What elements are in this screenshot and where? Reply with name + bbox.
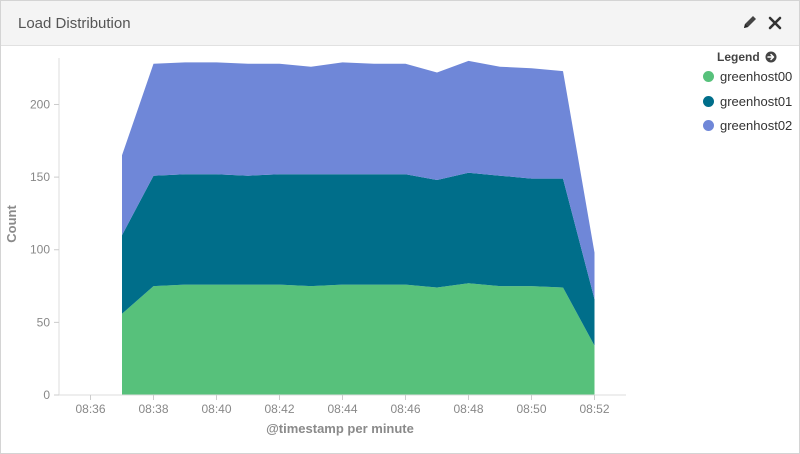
x-tick-label: 08:40 — [201, 402, 231, 416]
x-axis-label: @timestamp per minute — [266, 421, 414, 436]
x-tick-label: 08:52 — [579, 402, 609, 416]
x-tick-label: 08:36 — [75, 402, 105, 416]
x-tick-label: 08:50 — [516, 402, 546, 416]
area-series-greenhost00[interactable] — [122, 283, 595, 395]
legend-dot-greenhost00 — [703, 71, 714, 82]
pencil-icon[interactable] — [741, 13, 759, 33]
legend-item-greenhost01[interactable]: greenhost01 — [703, 94, 792, 109]
x-tick-label: 08:38 — [138, 402, 168, 416]
area-chart: 0 50 100 150 200 08:36 08:38 08:40 08:42 08:44 08… — [4, 58, 626, 436]
legend-title[interactable]: Legend — [717, 50, 777, 66]
legend-dot-greenhost01 — [703, 96, 714, 107]
area-series-greenhost01[interactable] — [122, 172, 595, 346]
legend-item-greenhost00[interactable]: greenhost00 — [703, 69, 792, 84]
y-axis-label: Count — [4, 205, 19, 243]
x-tick-label: 08:48 — [453, 402, 483, 416]
arrow-circle-right-icon — [765, 51, 777, 66]
legend-dot-greenhost02 — [703, 120, 714, 131]
y-tick-label: 50 — [37, 315, 51, 329]
legend-item-greenhost02[interactable]: greenhost02 — [703, 118, 792, 133]
y-tick-label: 0 — [43, 388, 50, 402]
panel-title: Load Distribution — [18, 15, 131, 32]
y-tick-label: 150 — [30, 170, 50, 184]
x-tick-label: 08:46 — [390, 402, 420, 416]
x-tick-label: 08:42 — [264, 402, 294, 416]
close-icon[interactable] — [766, 13, 784, 33]
panel-header: Load Distribution — [1, 1, 799, 46]
y-tick-label: 100 — [30, 243, 50, 257]
y-tick-label: 200 — [30, 97, 50, 111]
x-tick-label: 08:44 — [327, 402, 357, 416]
area-series-greenhost02[interactable] — [122, 60, 595, 300]
